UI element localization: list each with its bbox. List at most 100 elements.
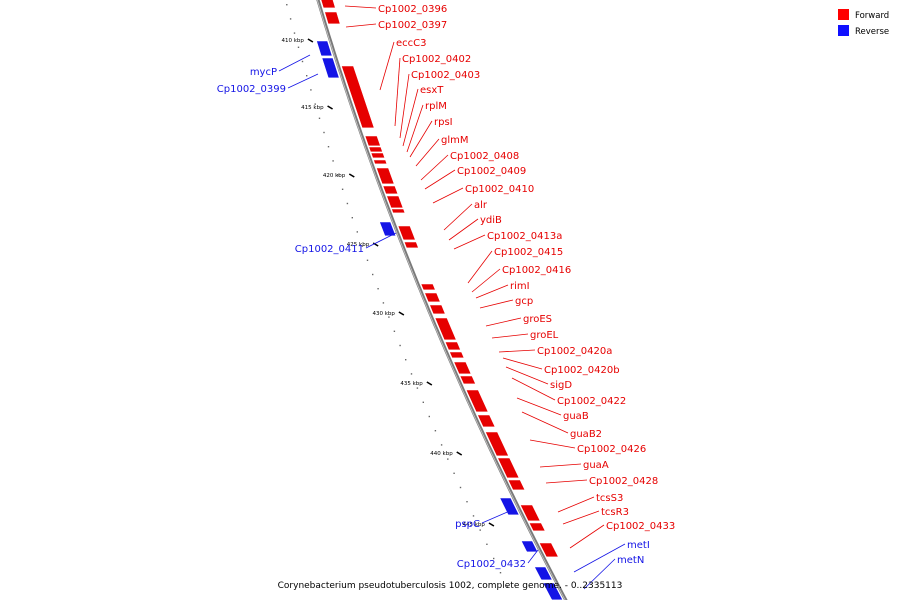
backbone-highlight bbox=[316, 0, 566, 600]
forward-label-leader bbox=[562, 510, 600, 525]
forward-label-leader bbox=[448, 218, 479, 241]
reverse-gene-block bbox=[542, 582, 564, 600]
kbp-tick-mark bbox=[327, 105, 333, 110]
coordinate-dot bbox=[416, 387, 419, 389]
forward-gene-block bbox=[403, 241, 419, 249]
forward-gene-label: Cp1002_0426 bbox=[577, 444, 646, 455]
forward-label-leader bbox=[569, 524, 605, 549]
forward-label-leader bbox=[529, 439, 576, 449]
forward-gene-label: rpsI bbox=[434, 117, 453, 128]
forward-gene-label: gcp bbox=[515, 296, 533, 307]
forward-gene-label: Cp1002_0397 bbox=[378, 20, 447, 31]
coordinate-dot bbox=[486, 543, 488, 545]
forward-gene-label: Cp1002_0408 bbox=[450, 151, 519, 162]
coordinate-dot bbox=[393, 330, 396, 332]
forward-gene-block bbox=[391, 208, 406, 214]
forward-label-leader bbox=[402, 88, 419, 147]
forward-gene-block bbox=[368, 146, 384, 153]
coordinate-dot bbox=[377, 288, 379, 290]
forward-gene-label: glmM bbox=[441, 135, 469, 146]
forward-gene-block bbox=[373, 159, 388, 165]
reverse-gene-label: Cp1002_0399 bbox=[217, 84, 286, 95]
kbp-tick-label: 410 kbp bbox=[281, 38, 304, 44]
forward-label-leader bbox=[344, 5, 377, 9]
forward-gene-block-edge bbox=[483, 424, 497, 428]
kbp-tick-mark bbox=[398, 311, 405, 316]
forward-gene-block bbox=[449, 351, 465, 359]
forward-gene-block bbox=[370, 152, 386, 159]
reverse-gene-block-edge bbox=[524, 549, 538, 553]
forward-label-leader bbox=[345, 23, 377, 28]
forward-gene-label: tcsS3 bbox=[596, 493, 623, 504]
reverse-gene-label: Cp1002_0432 bbox=[457, 559, 526, 570]
forward-gene-label: Cp1002_0416 bbox=[502, 265, 571, 276]
forward-label-leader bbox=[502, 357, 543, 370]
kbp-tick-mark bbox=[426, 381, 433, 386]
forward-label-leader bbox=[424, 169, 456, 190]
coordinate-dot bbox=[440, 444, 443, 446]
forward-gene-label: Cp1002_0420b bbox=[544, 365, 620, 376]
forward-gene-block-edge bbox=[382, 181, 397, 185]
forward-label-leader bbox=[479, 299, 514, 309]
forward-gene-label: guaB2 bbox=[570, 429, 602, 440]
forward-label-leader bbox=[406, 104, 424, 153]
forward-gene-block bbox=[364, 135, 381, 147]
reverse-label-leader bbox=[278, 54, 311, 72]
coordinate-dot bbox=[323, 131, 325, 134]
coordinate-dot bbox=[388, 316, 390, 318]
reverse-label-leader bbox=[527, 549, 539, 564]
forward-gene-label: Cp1002_0396 bbox=[378, 4, 447, 15]
forward-gene-block-edge bbox=[428, 299, 443, 303]
forward-label-leader bbox=[399, 73, 410, 139]
forward-gene-block bbox=[528, 522, 546, 532]
coordinate-dot bbox=[314, 103, 316, 105]
forward-label-leader bbox=[521, 411, 569, 434]
coordinate-dot bbox=[506, 586, 509, 588]
forward-gene-label: guaB bbox=[563, 411, 589, 422]
coordinate-dot bbox=[453, 472, 455, 474]
forward-gene-label: Cp1002_0403 bbox=[411, 70, 480, 81]
forward-label-leader bbox=[467, 250, 493, 284]
forward-gene-label: tcsR3 bbox=[601, 507, 629, 518]
kbp-tick-label: 435 kbp bbox=[400, 381, 423, 387]
coordinate-dot bbox=[422, 401, 424, 403]
coordinate-dot bbox=[297, 46, 300, 48]
forward-gene-block-edge bbox=[385, 191, 400, 195]
coordinate-dot bbox=[466, 501, 468, 503]
forward-gene-label: eccC3 bbox=[396, 38, 427, 49]
coordinate-dot bbox=[351, 217, 353, 219]
reverse-gene-label: pspC bbox=[455, 519, 480, 530]
forward-label-leader bbox=[511, 377, 556, 401]
reverse-label-leader bbox=[583, 558, 616, 590]
kbp-tick-label: 415 kbp bbox=[301, 105, 324, 111]
reverse-gene-block-edge bbox=[549, 597, 563, 600]
forward-label-leader bbox=[498, 349, 536, 353]
coordinate-dot bbox=[410, 373, 413, 375]
forward-label-leader bbox=[471, 268, 501, 293]
forward-gene-block-edge bbox=[533, 528, 548, 532]
coordinate-dot bbox=[399, 344, 401, 347]
forward-gene-block bbox=[420, 283, 436, 291]
forward-gene-label: guaA bbox=[583, 460, 609, 471]
backbone-line bbox=[316, 0, 568, 600]
reverse-gene-label: metI bbox=[627, 540, 650, 551]
forward-gene-label: groEL bbox=[530, 330, 559, 341]
forward-gene-block-edge bbox=[444, 337, 459, 341]
coordinate-dot bbox=[382, 302, 385, 304]
forward-gene-label: ydiB bbox=[480, 215, 502, 226]
forward-gene-block bbox=[324, 11, 341, 25]
forward-gene-block-edge bbox=[406, 245, 421, 249]
forward-label-leader bbox=[485, 317, 522, 327]
reverse-label-leader bbox=[365, 232, 397, 249]
forward-gene-block-edge bbox=[433, 311, 448, 315]
forward-label-leader bbox=[394, 57, 401, 127]
reverse-label-leader bbox=[287, 73, 319, 89]
coordinate-dot bbox=[372, 273, 374, 276]
kbp-tick-mark bbox=[372, 242, 379, 247]
coordinate-dots bbox=[286, 4, 509, 588]
forward-gene-label: Cp1002_0420a bbox=[537, 346, 612, 357]
coordinate-dot bbox=[405, 359, 407, 361]
forward-label-leader bbox=[379, 41, 395, 91]
forward-gene-label: Cp1002_0433 bbox=[606, 521, 675, 532]
